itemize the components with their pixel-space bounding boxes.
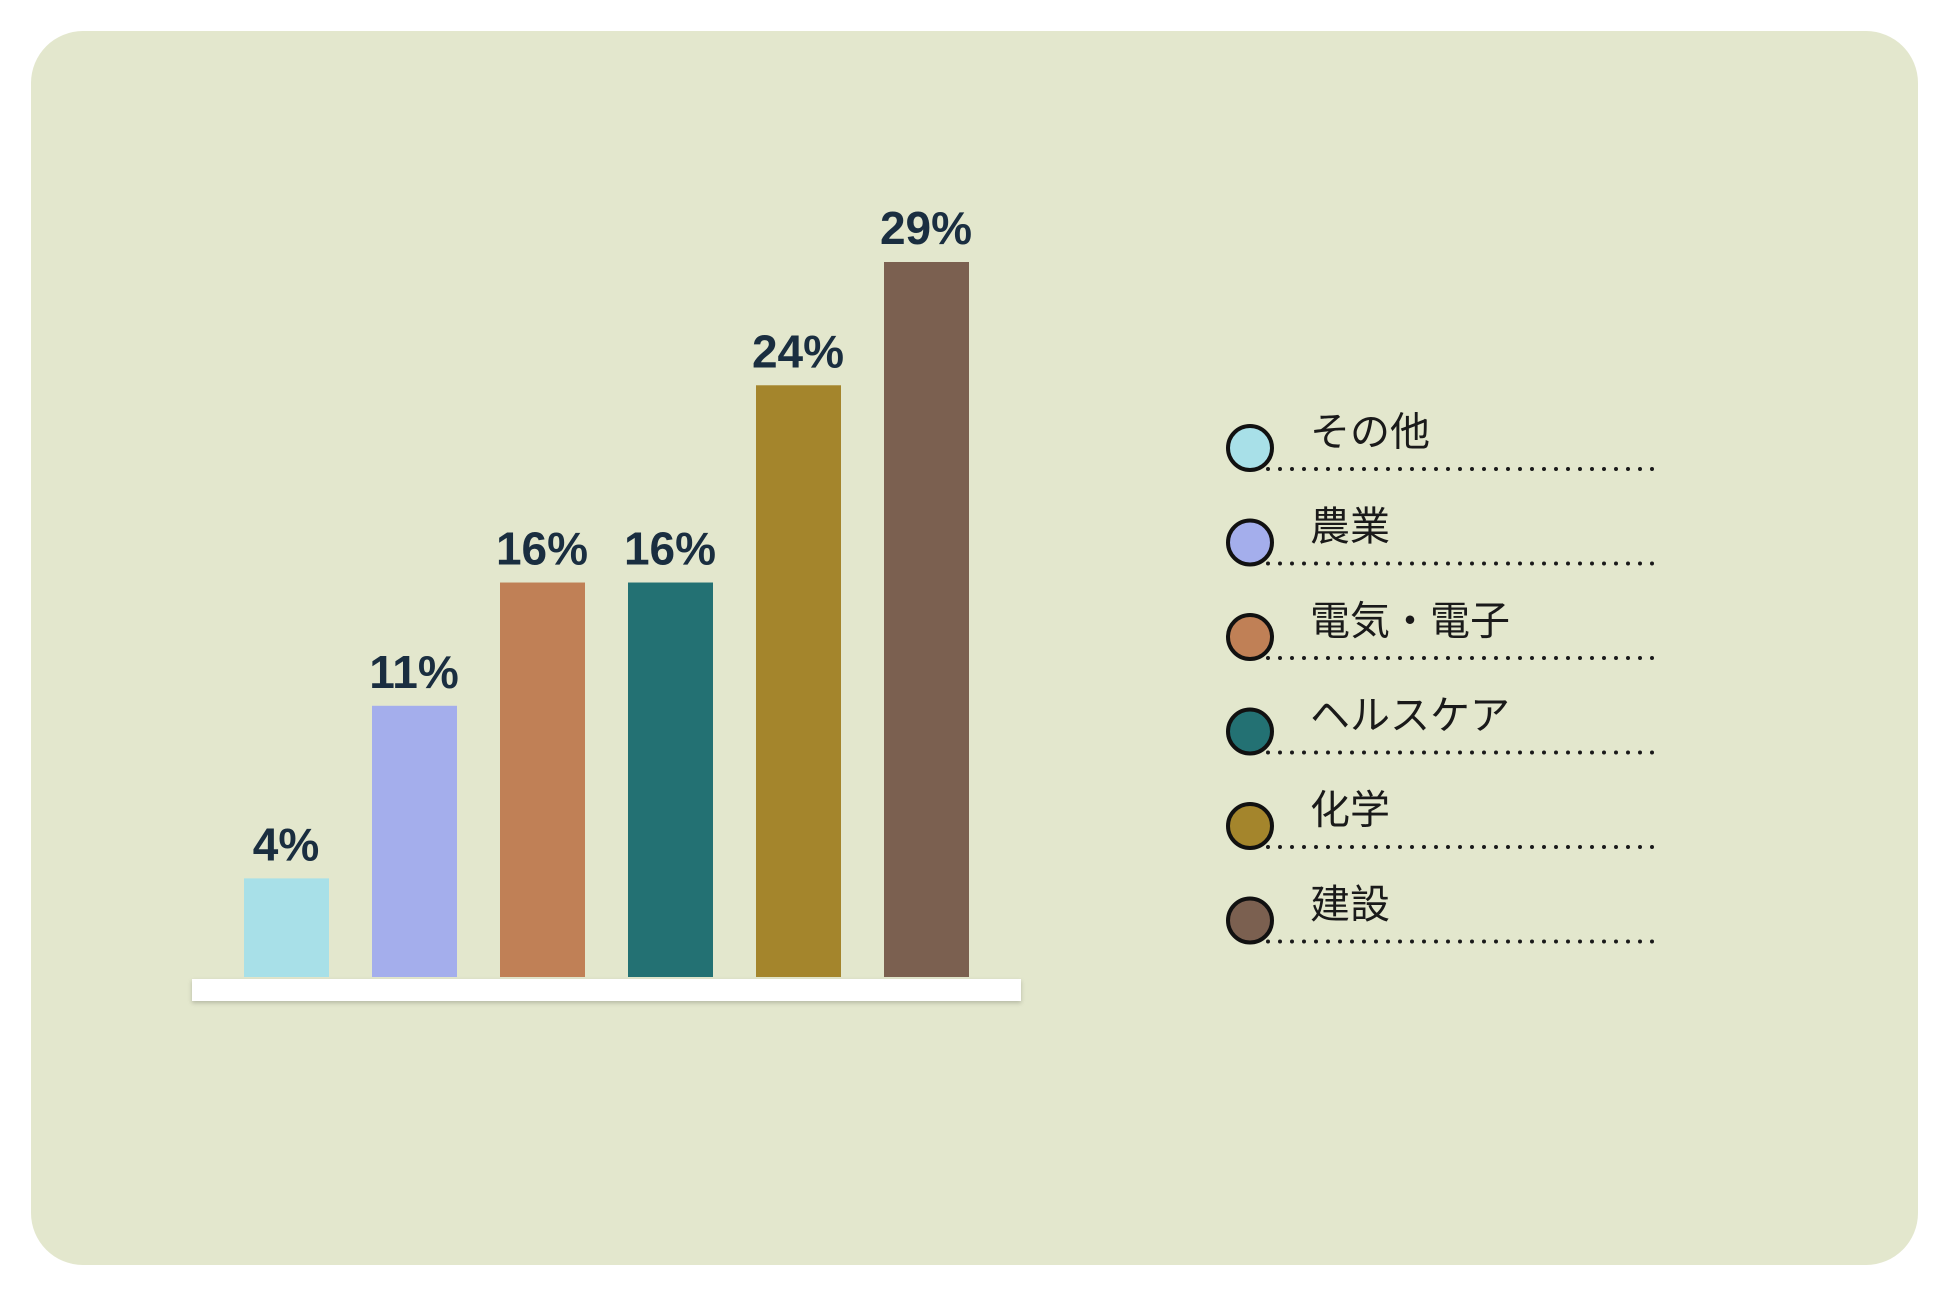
legend-swatch — [1226, 424, 1274, 472]
legend-label: 農業 — [1310, 505, 1390, 549]
legend-label: その他 — [1310, 411, 1430, 455]
legend-label: 電気・電子 — [1310, 600, 1510, 644]
baseline-platform — [192, 979, 1021, 1001]
value-label: 4% — [253, 818, 319, 870]
value-label: 29% — [880, 202, 972, 254]
legend-swatch — [1226, 707, 1274, 756]
value-label: 16% — [624, 523, 716, 575]
legend-swatch — [1226, 518, 1274, 567]
legend-swatch — [1226, 896, 1274, 945]
legend-label: ヘルスケア — [1310, 694, 1510, 738]
bar — [884, 262, 969, 977]
value-label: 11% — [369, 646, 459, 698]
legend-label: 化学 — [1310, 789, 1390, 833]
bar — [372, 705, 457, 977]
bar — [628, 582, 713, 977]
panel — [31, 31, 1918, 1265]
legend-swatch — [1226, 802, 1274, 850]
bar — [756, 385, 841, 977]
legend-label: 建設 — [1310, 883, 1390, 927]
bar — [500, 582, 585, 977]
bar — [244, 878, 329, 977]
legend-swatch — [1226, 613, 1274, 661]
value-label: 24% — [752, 325, 844, 377]
value-label: 16% — [496, 523, 588, 575]
